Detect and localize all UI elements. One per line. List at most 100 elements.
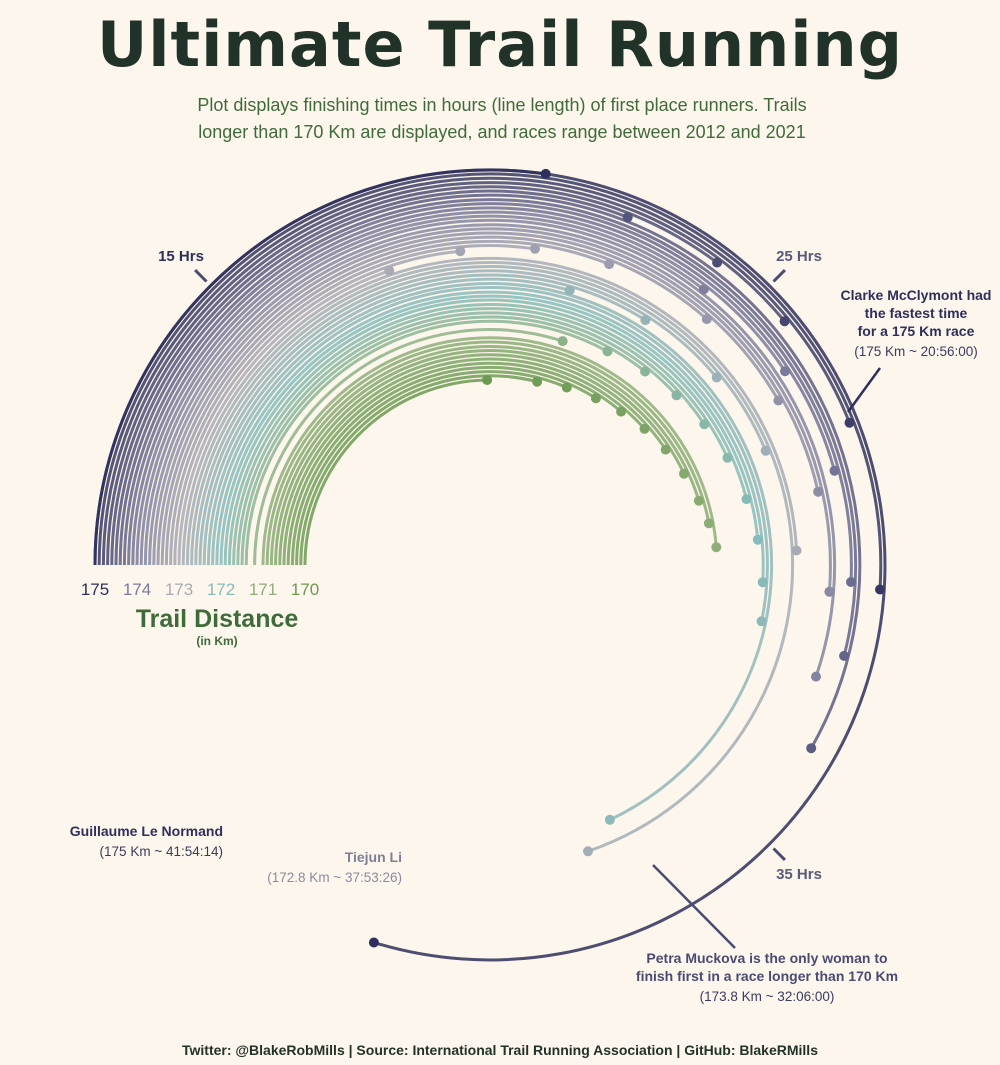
race-arc: [177, 269, 390, 566]
annotation-leader-clarke: [846, 367, 882, 413]
distance-tick-label: 174: [123, 580, 151, 599]
annotation-guillaume-line: Guillaume Le Normand: [70, 823, 223, 839]
finish-point: [639, 423, 650, 434]
subtitle-line-2: longer than 170 Km are displayed, and ra…: [198, 122, 805, 142]
finish-point: [602, 346, 613, 357]
finish-point: [875, 584, 885, 595]
race-arc: [282, 357, 646, 566]
finish-point: [780, 366, 790, 377]
race-arc: [295, 370, 568, 566]
distance-tick-label: 173: [165, 580, 193, 599]
finish-point: [530, 243, 540, 254]
race-arc: [265, 340, 711, 566]
finish-point: [844, 417, 855, 428]
race-arc: [232, 307, 706, 566]
hour-tick-label: 35 Hrs: [776, 866, 822, 883]
finish-point: [752, 534, 763, 545]
finish-point: [640, 315, 651, 326]
race-arc: [261, 336, 718, 566]
finish-point: [698, 284, 709, 295]
race-arc: [143, 218, 837, 678]
race-arc: [135, 210, 787, 566]
race-arc: [114, 189, 629, 566]
axis-title: Trail Distance: [136, 605, 299, 633]
race-arc: [93, 168, 887, 962]
race-arc: [106, 181, 786, 566]
finish-point: [829, 465, 840, 476]
annotations-layer: Clarke McClymont had the fastest time for …: [70, 287, 992, 1004]
race-arc: [223, 298, 748, 566]
chart-title: Ultimate Trail Running: [97, 8, 903, 81]
finish-point: [384, 265, 395, 276]
race-arc: [110, 185, 718, 566]
annotation-clarke-line: the fastest time: [865, 305, 968, 321]
arcs-layer: [93, 168, 887, 962]
finish-point: [679, 468, 689, 479]
finish-point: [779, 316, 790, 327]
race-arc: [185, 260, 795, 853]
race-arc: [236, 311, 678, 566]
race-arc: [152, 227, 820, 566]
annotation-petra-detail: (173.8 Km ~ 32:06:00): [700, 989, 835, 1004]
annotation-tiejun-line: Tiejun Li: [345, 849, 402, 865]
annotation-leader-petra: [652, 864, 736, 949]
finish-point: [756, 616, 767, 627]
race-arc: [148, 223, 832, 592]
subtitle-line-1: Plot displays finishing times in hours (…: [197, 95, 806, 115]
finish-point: [846, 577, 856, 587]
finish-point: [711, 372, 722, 383]
race-arc: [194, 269, 718, 566]
finish-point: [455, 246, 466, 257]
finish-point: [604, 259, 615, 270]
race-arc: [181, 256, 798, 566]
race-arc: [198, 273, 647, 566]
finish-point: [824, 586, 835, 597]
race-arc: [131, 206, 836, 566]
annotation-clarke-line: for a 175 Km race: [858, 323, 975, 339]
race-arc: [303, 378, 488, 566]
finish-point: [660, 444, 671, 455]
finish-point: [640, 366, 651, 377]
hour-tick: [194, 269, 208, 283]
finish-point: [741, 494, 752, 505]
race-arc: [156, 231, 780, 566]
axis-subtitle: (in Km): [196, 634, 237, 648]
annotation-tiejun-detail: (172.8 Km ~ 37:53:26): [267, 870, 402, 885]
annotation-clarke-detail: (175 Km ~ 20:56:00): [854, 344, 977, 359]
race-arc: [118, 193, 862, 749]
finish-point: [561, 382, 572, 393]
finish-point: [722, 452, 733, 463]
race-arc: [274, 349, 686, 566]
finish-point: [540, 168, 551, 179]
distance-tick-label: 172: [207, 580, 235, 599]
finish-point: [757, 577, 768, 588]
distance-ticks-layer: 175 174 173 172 171 170: [81, 580, 319, 599]
finish-point: [622, 212, 633, 223]
finish-point: [482, 375, 493, 385]
finish-point: [712, 257, 723, 268]
finish-point: [671, 390, 682, 401]
race-arc: [97, 172, 883, 590]
finish-point: [557, 336, 568, 347]
finish-point: [604, 814, 615, 825]
annotation-petra-line: finish first in a race longer than 170 K…: [636, 968, 898, 984]
race-arc: [101, 176, 851, 566]
hour-ticks-layer: 15 Hrs 25 Hrs 35 Hrs: [158, 248, 822, 883]
finish-point: [701, 314, 712, 325]
finish-point: [773, 395, 784, 406]
finish-point: [839, 650, 850, 661]
race-arc: [164, 239, 610, 566]
race-arc: [269, 345, 701, 566]
finish-point: [806, 743, 817, 754]
race-arc: [127, 202, 853, 583]
race-arc: [278, 353, 667, 566]
finish-point: [760, 445, 771, 456]
race-arc: [190, 265, 768, 566]
race-arc: [206, 282, 774, 822]
race-arc: [240, 315, 647, 566]
finish-point: [590, 393, 601, 404]
race-arc: [211, 286, 769, 622]
hour-tick-label: 15 Hrs: [158, 248, 204, 265]
finish-point: [368, 937, 379, 948]
